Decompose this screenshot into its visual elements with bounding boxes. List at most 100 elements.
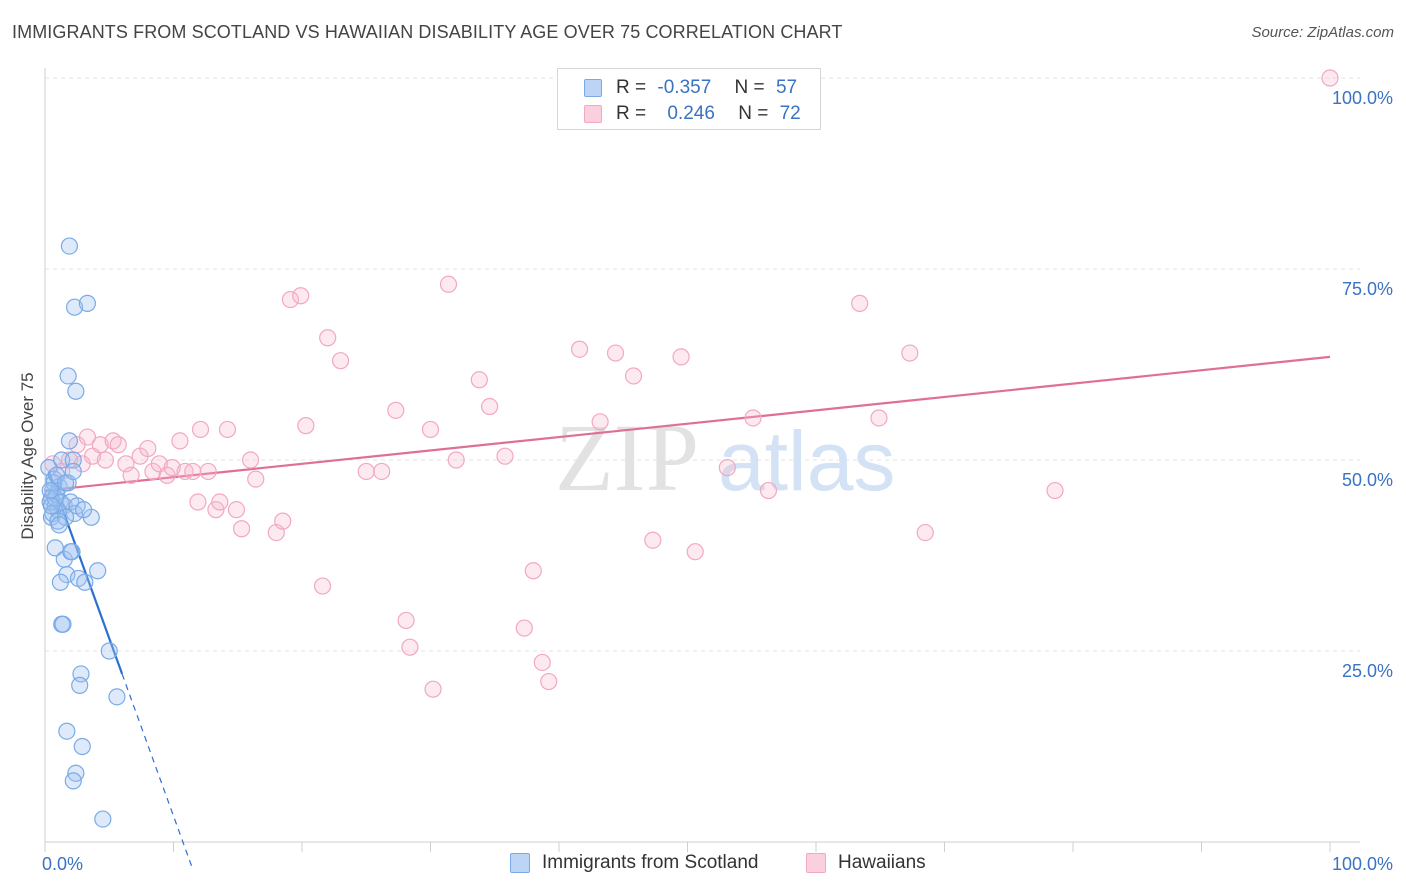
legend-n-label: N = xyxy=(734,77,765,98)
point-hawaiians xyxy=(189,493,207,511)
legend-swatch-scotland xyxy=(584,79,602,97)
point-hawaiians xyxy=(274,512,292,530)
y-tick-label: 25.0% xyxy=(1342,661,1393,681)
point-hawaiians xyxy=(163,459,181,477)
point-hawaiians xyxy=(247,470,265,488)
point-scotland xyxy=(42,497,61,515)
legend-n-value: 72 xyxy=(779,103,801,124)
point-scotland xyxy=(65,298,84,316)
point-hawaiians xyxy=(870,409,888,427)
point-hawaiians xyxy=(139,439,157,458)
legend-r-value: -0.357 xyxy=(657,77,712,98)
point-hawaiians xyxy=(515,619,533,637)
y-tick-label: 50.0% xyxy=(1342,470,1393,490)
point-scotland xyxy=(50,516,68,534)
point-hawaiians xyxy=(184,462,202,481)
legend-n-label: N = xyxy=(738,103,769,124)
point-scotland xyxy=(89,562,107,580)
point-hawaiians xyxy=(901,344,919,362)
point-hawaiians xyxy=(292,287,310,305)
point-hawaiians xyxy=(313,577,332,595)
point-hawaiians xyxy=(481,397,499,416)
axes xyxy=(44,68,1360,852)
x-tick-label: 0.0% xyxy=(42,854,83,874)
point-hawaiians xyxy=(1321,69,1339,87)
legend-r-value: 0.246 xyxy=(667,103,715,124)
bottom-legend-label-scotland: Immigrants from Scotland xyxy=(542,852,759,873)
tick-labels: 25.0% 50.0% 75.0% 100.0% 0.0% 100.0% xyxy=(42,88,1393,874)
point-scotland xyxy=(94,810,112,828)
point-scotland xyxy=(64,462,82,481)
point-hawaiians xyxy=(122,466,140,484)
point-hawaiians xyxy=(686,543,704,561)
point-hawaiians xyxy=(331,352,350,370)
bottom-legend-swatch-hawaiians xyxy=(806,853,826,873)
point-scotland xyxy=(78,294,97,312)
point-hawaiians xyxy=(718,459,736,477)
trend-line-scotland-extension xyxy=(121,673,194,870)
point-hawaiians xyxy=(387,401,405,419)
point-scotland xyxy=(76,573,94,591)
point-hawaiians xyxy=(297,417,315,435)
point-hawaiians xyxy=(744,409,762,427)
legend-n-value: 57 xyxy=(775,77,798,98)
point-hawaiians xyxy=(424,680,442,698)
point-hawaiians xyxy=(357,462,375,481)
point-hawaiians xyxy=(533,653,551,672)
point-hawaiians xyxy=(421,420,440,439)
point-hawaiians xyxy=(171,432,189,450)
point-hawaiians xyxy=(624,367,643,385)
point-hawaiians xyxy=(496,447,514,465)
watermark-zip: ZIP xyxy=(555,404,699,511)
point-scotland xyxy=(67,382,85,400)
point-hawaiians xyxy=(916,523,934,542)
point-hawaiians xyxy=(218,420,237,439)
point-hawaiians xyxy=(211,493,229,511)
trend-line-scotland xyxy=(47,471,124,675)
point-hawaiians xyxy=(319,329,337,347)
point-scotland xyxy=(59,367,77,385)
point-hawaiians xyxy=(78,428,97,446)
point-scotland xyxy=(64,772,82,790)
y-axis-label: Disability Age Over 75 xyxy=(18,372,37,539)
point-scotland xyxy=(62,543,80,561)
watermark: ZIP atlas xyxy=(555,404,895,511)
bottom-legend-label-hawaiians: Hawaiians xyxy=(838,852,926,873)
y-tick-label: 100.0% xyxy=(1332,88,1393,108)
trend-lines xyxy=(44,355,1331,870)
point-scotland xyxy=(54,615,72,633)
point-hawaiians xyxy=(199,462,217,481)
point-scotland xyxy=(108,688,126,706)
point-scotland xyxy=(60,237,79,255)
point-hawaiians xyxy=(591,413,609,431)
point-hawaiians xyxy=(851,294,869,312)
y-tick-label: 75.0% xyxy=(1342,279,1393,299)
point-hawaiians xyxy=(672,348,690,366)
legend-r-label: R = xyxy=(616,77,647,98)
bottom-legend-swatch-scotland xyxy=(510,853,530,873)
point-hawaiians xyxy=(109,436,127,454)
point-hawaiians xyxy=(397,611,415,630)
point-hawaiians xyxy=(233,520,251,538)
point-hawaiians xyxy=(606,344,625,362)
chart-title: IMMIGRANTS FROM SCOTLAND VS HAWAIIAN DIS… xyxy=(12,22,843,42)
point-hawaiians xyxy=(524,562,542,580)
x-tick-label: 100.0% xyxy=(1332,854,1393,874)
legend-swatch-hawaiians xyxy=(584,105,602,123)
point-hawaiians xyxy=(281,290,300,309)
point-hawaiians xyxy=(570,340,589,358)
correlation-legend: R = -0.357 N = 57 R = 0.246 N = 72 xyxy=(557,68,821,130)
point-hawaiians xyxy=(227,501,246,519)
point-hawaiians xyxy=(91,436,109,454)
point-scotland xyxy=(73,737,91,756)
source-label: Source: ZipAtlas.com xyxy=(1251,24,1394,41)
point-hawaiians xyxy=(439,275,458,293)
legend-r-label: R = xyxy=(616,103,647,124)
trend-line-hawaiians xyxy=(44,355,1331,492)
point-hawaiians xyxy=(96,451,114,469)
data-points xyxy=(40,69,1339,828)
point-scotland xyxy=(71,676,89,694)
point-scotland xyxy=(58,722,76,740)
point-hawaiians xyxy=(759,481,778,500)
